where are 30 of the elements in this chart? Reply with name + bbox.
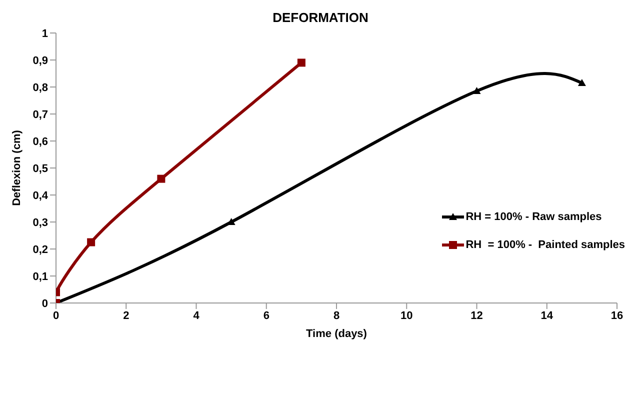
point	[87, 238, 96, 246]
y-tick-label: 0,5	[32, 162, 48, 175]
y-tick-label: 0,7	[32, 108, 48, 121]
legend-label: RH = 100% - Raw samples	[466, 211, 602, 223]
x-tick-label: 2	[123, 310, 130, 322]
chart-title: DEFORMATION	[272, 9, 370, 27]
x-tick-label: 14	[540, 310, 554, 322]
point	[297, 58, 306, 67]
x-axis-title: Time (days)	[306, 328, 368, 340]
y-tick-label: 1	[42, 28, 48, 40]
y-axis-title: Deflexion (cm)	[10, 130, 23, 206]
y-tick-label: 0,3	[32, 216, 48, 229]
y-tick-label: 0	[42, 298, 48, 310]
x-tick-label: 0	[52, 310, 60, 322]
point	[157, 174, 166, 183]
y-tick-label: 0,4	[32, 190, 49, 202]
legend-label: RH = 100% - Painted samples	[466, 239, 625, 251]
x-tick-label: 4	[193, 310, 200, 322]
x-tick-label: 16	[610, 310, 624, 322]
y-tick-label: 0,2	[32, 244, 48, 256]
y-tick-label: 0,9	[32, 54, 48, 67]
y-tick-label: 0,6	[32, 136, 48, 148]
y-tick-label: 0,1	[32, 270, 48, 283]
x-tick-label: 6	[263, 310, 270, 322]
y-tick-label: 0,8	[32, 82, 48, 94]
point	[578, 78, 586, 86]
x-tick-label: 12	[470, 310, 483, 322]
x-tick-label: 10	[400, 310, 413, 322]
point	[472, 87, 481, 94]
x-tick-label: 8	[333, 310, 340, 322]
